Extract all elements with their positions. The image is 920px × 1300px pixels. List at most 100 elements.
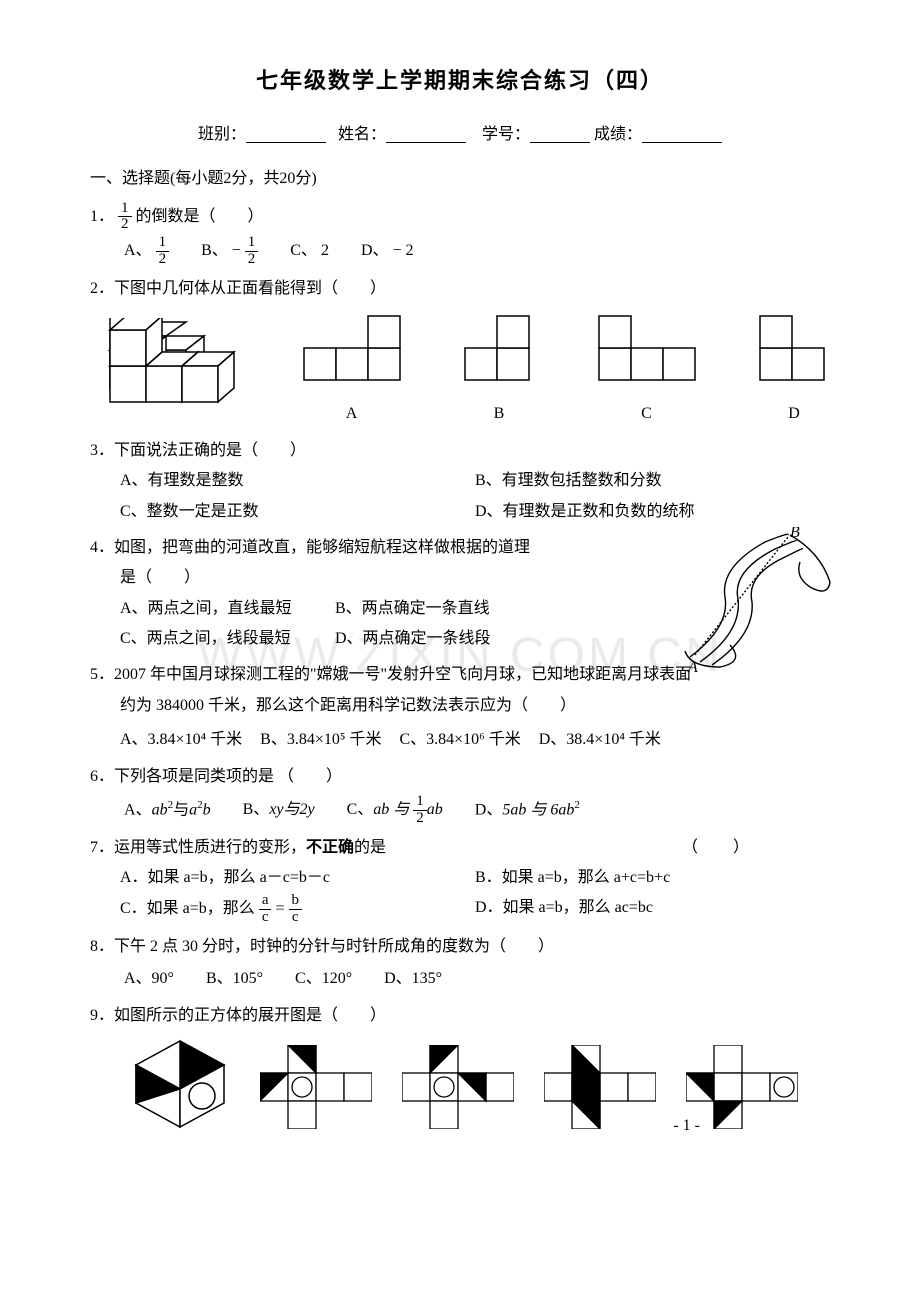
river-svg: B A (670, 527, 840, 677)
q3-opt-C: C、整数一定是正数 (120, 497, 475, 527)
q7-opt-D: D．如果 a=b，那么 ac=bc (475, 893, 830, 923)
q7-opt-C: C．如果 a=b，那么 ac = bc (120, 893, 475, 926)
label: B、 (201, 242, 228, 259)
label: B (463, 399, 535, 429)
q5-stem-b: 约为 384000 千米，那么这个距离用科学记数法表示应为（ ） (90, 691, 830, 721)
q2-optD-fig: D (758, 312, 830, 430)
q1-opt-D: D、 − 2 (361, 236, 414, 266)
paren: （ ） (682, 833, 750, 863)
q2-solid (90, 318, 240, 429)
label: C．如果 a=b，那么 (120, 900, 255, 917)
b: ab (427, 801, 443, 818)
den: c (259, 910, 272, 926)
score-blank (642, 127, 722, 143)
netB-svg (402, 1045, 514, 1129)
q8-opt-C: C、120° (295, 964, 352, 994)
b: 与 (173, 801, 189, 818)
label-B: B (790, 527, 800, 541)
a: ab 与 (373, 801, 409, 818)
class-blank (246, 127, 326, 143)
name-label: 姓名： (338, 126, 386, 143)
q4-opt-C: C、两点之间，线段最短 (120, 624, 335, 654)
q9-figures (90, 1039, 830, 1129)
q2-optA-fig: A (302, 312, 402, 430)
q7-options: A．如果 a=b，那么 a－c=b－c C．如果 a=b，那么 ac = bc … (90, 863, 830, 926)
q7-stem: 7．运用等式性质进行的变形，不正确的是 （ ） (90, 833, 830, 863)
question-7: 7．运用等式性质进行的变形，不正确的是 （ ） A．如果 a=b，那么 a－c=… (90, 833, 830, 926)
den: c (289, 910, 303, 926)
q6-opt-D: D、5ab 与 6ab2 (475, 795, 580, 826)
num: 1 (245, 235, 259, 252)
q8-opt-B: B、105° (206, 964, 263, 994)
question-5: 5．2007 年中国月球探测工程的"嫦娥一号"发射升空飞向月球，已知地球距离月球… (90, 660, 830, 755)
label: D、 (475, 801, 503, 818)
q1-tail: 的倒数是（ ） (136, 208, 264, 225)
q6-opt-B: B、xy与2y (243, 795, 315, 825)
score-label: 成绩： (594, 126, 642, 143)
q8-stem: 8．下午 2 点 30 分时，时钟的分针与时针所成角的度数为（ ） (90, 932, 830, 962)
q3-opt-B: B、有理数包括整数和分数 (475, 466, 830, 496)
q5-opt-D: D、38.4×10⁴ 千米 (539, 725, 661, 755)
q9-stem: 9．如图所示的正方体的展开图是（ ） (90, 1001, 830, 1031)
label: A、 (124, 801, 152, 818)
q2-optC-fig: C (597, 312, 697, 430)
q3-opt-A: A、有理数是整数 (120, 466, 475, 496)
question-1: 1． 1 2 的倒数是（ ） A、 12 B、 − 12 C、 2 D、 − 2 (90, 201, 830, 268)
q3-stem: 3．下面说法正确的是（ ） (90, 436, 830, 466)
q6-stem: 6．下列各项是同类项的是 （ ） (90, 762, 830, 792)
q3-opt-D: D、有理数是正数和负数的统称 (475, 497, 830, 527)
bold: 不正确 (306, 839, 354, 856)
q7-opt-A: A．如果 a=b，那么 a－c=b－c (120, 863, 475, 893)
a: ab (152, 801, 168, 818)
question-2: 2．下图中几何体从正面看能得到（ ） (90, 274, 830, 430)
q1-frac: 1 2 (118, 201, 132, 234)
q5-options: A、3.84×10⁴ 千米 B、3.84×10⁵ 千米 C、3.84×10⁶ 千… (90, 725, 830, 755)
eq: = (275, 900, 284, 917)
label: D (758, 399, 830, 429)
q8-opt-A: A、90° (124, 964, 174, 994)
frac: 12 (156, 235, 170, 268)
q4-stem-a: 4．如图，把弯曲的河道改直，能够缩短航程这样做根据的道理 (90, 533, 610, 563)
optD-svg (758, 312, 830, 382)
q4-opt-B: B、两点确定一条直线 (335, 594, 550, 624)
den: 2 (413, 811, 427, 827)
den: 2 (118, 217, 132, 233)
q3-options: A、有理数是整数 C、整数一定是正数 B、有理数包括整数和分数 D、有理数是正数… (90, 466, 830, 527)
q7-opt-B: B．如果 a=b，那么 a+c=b+c (475, 863, 830, 893)
num: a (259, 893, 272, 910)
q1-num: 1． (90, 208, 114, 225)
num: 1 (156, 235, 170, 252)
q1-opt-A: A、 12 (124, 235, 169, 268)
optA-svg (302, 312, 402, 382)
question-9: 9．如图所示的正方体的展开图是（ ） (90, 1001, 830, 1129)
optC-svg (597, 312, 697, 382)
q5-opt-B: B、3.84×10⁵ 千米 (260, 725, 381, 755)
meta-line: 班别： 姓名： 学号： 成绩： (90, 120, 830, 150)
q1-opt-C: C、 2 (290, 236, 329, 266)
q8-options: A、90° B、105° C、120° D、135° (90, 964, 830, 994)
id-blank (530, 127, 590, 143)
q6-opt-A: A、ab2与a2b (124, 795, 211, 826)
netC-svg (544, 1045, 656, 1129)
q4-opt-A: A、两点之间，直线最短 (120, 594, 335, 624)
den: 2 (156, 252, 170, 268)
q5-opt-A: A、3.84×10⁴ 千米 (120, 725, 242, 755)
q4-opt-D: D、两点确定一条线段 (335, 624, 550, 654)
q6-options: A、ab2与a2b B、xy与2y C、ab 与 12ab D、5ab 与 6a… (90, 794, 830, 827)
question-4: 4．如图，把弯曲的河道改直，能够缩短航程这样做根据的道理 是（ ） A、两点之间… (90, 533, 830, 655)
num: 1 (118, 201, 132, 218)
question-3: 3．下面说法正确的是（ ） A、有理数是整数 C、整数一定是正数 B、有理数包括… (90, 436, 830, 527)
name-blank (386, 127, 466, 143)
id-label: 学号： (482, 126, 530, 143)
q5-stem-a: 5．2007 年中国月球探测工程的"嫦娥一号"发射升空飞向月球，已知地球距离月球… (90, 660, 830, 690)
c: a (189, 801, 197, 818)
q1-opt-B: B、 − 12 (201, 235, 258, 268)
a: 7．运用等式性质进行的变形， (90, 839, 306, 856)
q2-stem: 2．下图中几何体从正面看能得到（ ） (90, 274, 830, 304)
q1-options: A、 12 B、 − 12 C、 2 D、 − 2 (90, 235, 830, 268)
class-label: 班别： (198, 126, 246, 143)
num: b (289, 893, 303, 910)
neg: − (232, 242, 241, 259)
frac-b: bc (289, 893, 303, 926)
num: 1 (413, 794, 427, 811)
